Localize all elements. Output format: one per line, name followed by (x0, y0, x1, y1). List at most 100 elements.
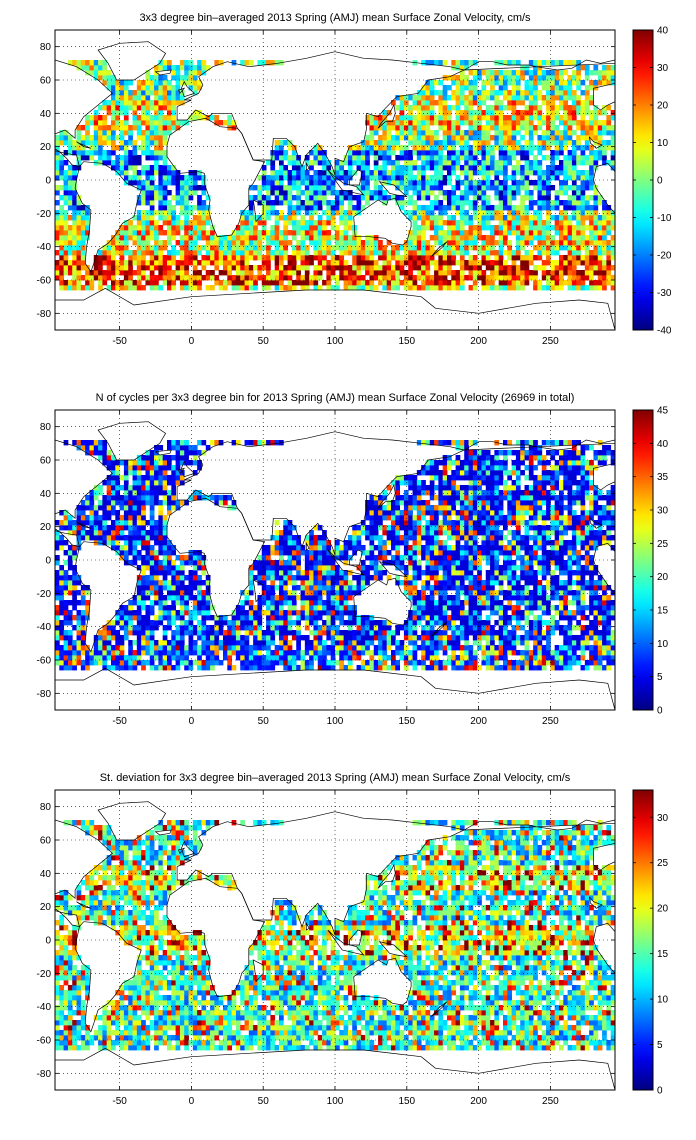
heatmap-cell (296, 220, 301, 226)
heatmap-cell (98, 160, 103, 166)
heatmap-cell (537, 235, 543, 241)
heatmap-cell (515, 190, 521, 196)
heatmap-cell (98, 60, 103, 66)
heatmap-cell (537, 195, 543, 201)
heatmap-cell (123, 665, 129, 671)
heatmap-cell (248, 645, 254, 651)
heatmap-cell (515, 255, 521, 261)
heatmap-cell (313, 230, 319, 236)
heatmap-cell (576, 140, 581, 146)
heatmap-cell (550, 130, 556, 136)
heatmap-cell (72, 570, 77, 576)
heatmap-cell (464, 65, 469, 71)
heatmap-cell (498, 235, 504, 241)
heatmap-cell (136, 125, 142, 131)
heatmap-cell (145, 595, 151, 601)
heatmap-cell (132, 650, 138, 656)
heatmap-cell (403, 185, 409, 191)
heatmap-cell (322, 180, 327, 186)
heatmap-cell (589, 195, 594, 201)
heatmap-cell (382, 195, 388, 201)
heatmap-cell (111, 105, 116, 111)
heatmap-cell (541, 225, 547, 231)
heatmap-cell (128, 625, 133, 631)
heatmap-cell (382, 190, 388, 196)
heatmap-cell (395, 155, 401, 161)
heatmap-cell (197, 275, 202, 281)
heatmap-cell (412, 255, 418, 261)
heatmap-cell (283, 235, 289, 241)
heatmap-cell (442, 240, 448, 246)
heatmap-cell (106, 665, 112, 671)
heatmap-cell (59, 635, 65, 641)
heatmap-cell (136, 525, 142, 531)
heatmap-cell (563, 130, 569, 136)
heatmap-cell (503, 70, 508, 76)
heatmap-cell (158, 550, 164, 556)
heatmap-cell (119, 545, 125, 551)
heatmap-cell (606, 120, 612, 126)
heatmap-cell (279, 230, 284, 236)
heatmap-cell (567, 185, 573, 191)
heatmap-cell (179, 175, 185, 181)
heatmap-cell (205, 220, 211, 226)
heatmap-cell (167, 625, 172, 631)
heatmap-cell (128, 600, 133, 606)
heatmap-cell (309, 150, 314, 156)
heatmap-cell (128, 560, 133, 566)
heatmap-cell (343, 190, 349, 196)
heatmap-cell (438, 180, 444, 186)
heatmap-cell (541, 270, 547, 276)
heatmap-cell (386, 130, 392, 136)
heatmap-cell (106, 255, 112, 261)
heatmap-cell (330, 270, 336, 276)
heatmap-cell (67, 545, 73, 551)
heatmap-cell (490, 160, 495, 166)
heatmap-cell (408, 285, 413, 291)
heatmap-cell (179, 210, 185, 216)
heatmap-cell (412, 150, 418, 156)
heatmap-cell (395, 165, 401, 171)
heatmap-cell (192, 205, 198, 211)
heatmap-cell (266, 210, 271, 216)
heatmap-cell (253, 235, 258, 241)
heatmap-cell (567, 200, 573, 206)
heatmap-cell (360, 165, 366, 171)
heatmap-cell (472, 170, 478, 176)
heatmap-cell (442, 125, 448, 131)
heatmap-cell (72, 170, 77, 176)
heatmap-cell (507, 175, 513, 181)
heatmap-cell (610, 220, 615, 226)
heatmap-cell (503, 205, 508, 211)
heatmap-cell (205, 205, 211, 211)
heatmap-cell (326, 200, 332, 206)
heatmap-cell (563, 90, 569, 96)
heatmap-cell (360, 140, 366, 146)
heatmap-cell (386, 240, 392, 246)
heatmap-cell (589, 220, 594, 226)
heatmap-cell (72, 655, 77, 661)
heatmap-cell (214, 625, 220, 631)
heatmap-cell (197, 495, 202, 501)
heatmap-cell (537, 220, 543, 226)
heatmap-cell (115, 270, 121, 276)
heatmap-cell (59, 140, 65, 146)
heatmap-cell (162, 660, 168, 666)
heatmap-cell (472, 145, 478, 151)
heatmap-cell (503, 235, 508, 241)
heatmap-cell (382, 160, 388, 166)
heatmap-cell (300, 175, 306, 181)
heatmap-cell (136, 515, 142, 521)
heatmap-cell (373, 240, 379, 246)
heatmap-cell (63, 540, 69, 546)
heatmap-cell (205, 240, 211, 246)
heatmap-cell (132, 630, 138, 636)
heatmap-cell (149, 285, 155, 291)
heatmap-cell (102, 65, 108, 71)
heatmap-cell (149, 515, 155, 521)
heatmap-cell (468, 130, 474, 136)
heatmap-cell (240, 255, 245, 261)
heatmap-cell (524, 125, 530, 131)
heatmap-cell (115, 610, 121, 616)
heatmap-cell (167, 130, 172, 136)
